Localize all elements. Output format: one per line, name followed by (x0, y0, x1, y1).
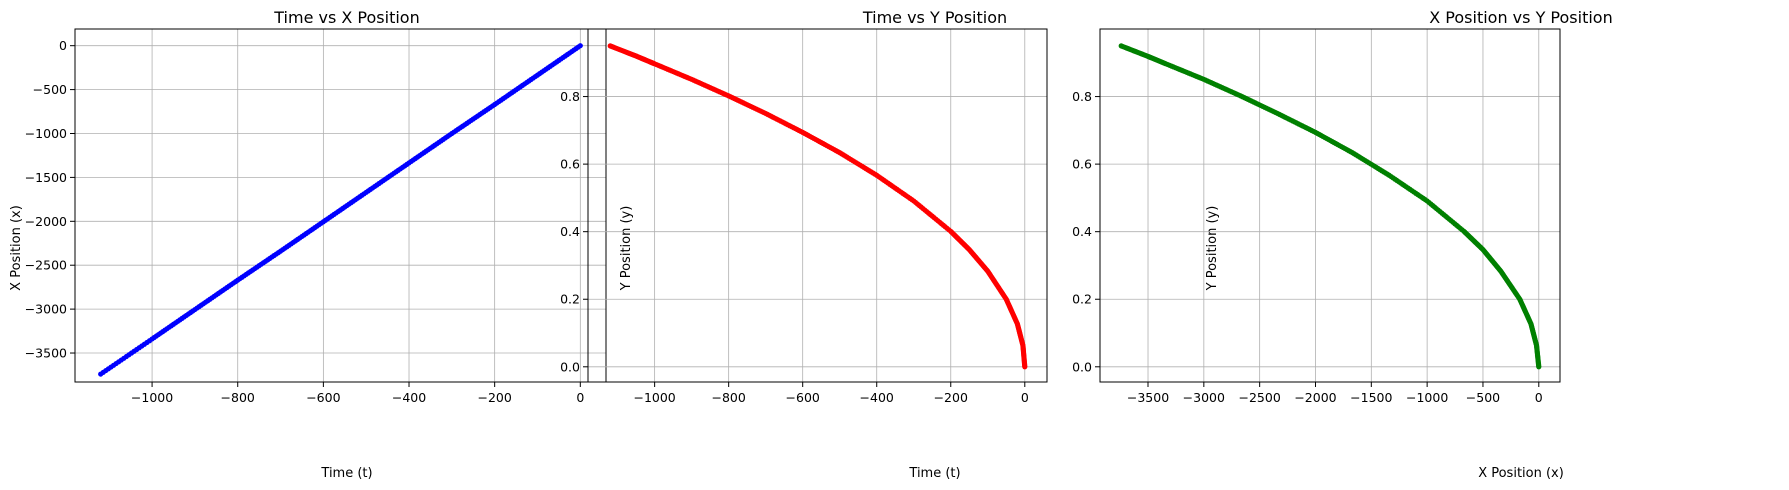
x-tick-label: −500 (1466, 390, 1500, 405)
data-point (577, 43, 583, 49)
y-tick-label: 0.0 (560, 359, 580, 374)
plot-frame (74, 28, 607, 383)
x-tick-label: −200 (477, 390, 511, 405)
y-tick-label: 0.6 (560, 157, 580, 172)
data-series (1118, 43, 1542, 370)
y-tick-label: 0.2 (560, 292, 580, 307)
y-tick-label: −3500 (25, 346, 67, 361)
x-tick-label: −1000 (633, 390, 675, 405)
y-tick-label: −500 (33, 82, 67, 97)
y-axis-label: X Position (x) (9, 205, 24, 291)
x-tick-label: −1500 (1350, 390, 1392, 405)
y-tick-label: 0.8 (560, 89, 580, 104)
plot-frame (587, 28, 1048, 383)
chart-title: X Position vs Y Position (1429, 8, 1612, 27)
x-tick-label: −800 (221, 390, 255, 405)
x-tick-label: −2000 (1294, 390, 1336, 405)
chart-time-vs-x: Time vs X Position Time (t) X Position (… (9, 8, 607, 481)
x-tick-label: −600 (306, 390, 340, 405)
chart-title: Time vs X Position (273, 8, 419, 27)
data-point (1022, 364, 1028, 370)
plot-frame (1099, 28, 1561, 383)
x-axis-label: Time (t) (908, 466, 960, 481)
y-tick-label: −3000 (25, 302, 67, 317)
x-axis-label: X Position (x) (1478, 466, 1564, 481)
chart-x-vs-y: X Position vs Y Position X Position (x) … (1072, 8, 1613, 481)
x-tick-label: −3500 (1127, 390, 1169, 405)
data-point (1536, 364, 1542, 370)
y-tick-label: 0.4 (560, 224, 580, 239)
x-axis-label: Time (t) (320, 466, 372, 481)
chart-time-vs-y: Time vs Y Position Time (t) Y Position (… (560, 8, 1048, 481)
y-tick-label: −1500 (25, 170, 67, 185)
x-tick-label: 0 (1535, 390, 1543, 405)
data-series (98, 43, 583, 377)
y-tick-label: 0.0 (1072, 359, 1092, 374)
x-tick-label: −2500 (1239, 390, 1281, 405)
y-axis-label: Y Position (y) (1205, 206, 1220, 292)
x-tick-label: 0 (576, 390, 584, 405)
y-tick-label: −1000 (25, 126, 67, 141)
x-tick-label: −200 (934, 390, 968, 405)
x-tick-label: −600 (786, 390, 820, 405)
y-tick-label: 0 (59, 38, 67, 53)
chart-title: Time vs Y Position (862, 8, 1007, 27)
x-tick-label: 0 (1021, 390, 1029, 405)
data-series (607, 43, 1028, 370)
x-tick-label: −400 (392, 390, 426, 405)
y-tick-label: 0.8 (1072, 89, 1092, 104)
y-tick-label: −2500 (25, 258, 67, 273)
y-tick-label: 0.6 (1072, 157, 1092, 172)
y-tick-label: 0.4 (1072, 224, 1092, 239)
y-tick-label: 0.2 (1072, 292, 1092, 307)
y-axis-label: Y Position (y) (619, 206, 634, 292)
x-tick-label: −1000 (1406, 390, 1448, 405)
y-tick-label: −2000 (25, 214, 67, 229)
x-tick-label: −400 (860, 390, 894, 405)
x-tick-label: −3000 (1183, 390, 1225, 405)
x-tick-label: −1000 (131, 390, 173, 405)
x-tick-label: −800 (711, 390, 745, 405)
